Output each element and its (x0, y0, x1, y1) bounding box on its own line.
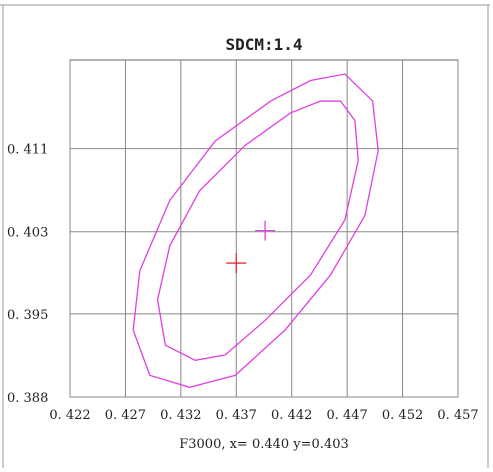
x-tick-label: 0. 432 (160, 408, 201, 423)
y-tick-label: 0. 388 (7, 391, 48, 406)
footer: F3000, x= 0.440 y=0.403 (179, 437, 349, 452)
chart-title: SDCM:1.4 (225, 35, 302, 54)
x-tick-label: 0. 447 (326, 408, 367, 423)
x-tick-label: 0. 452 (382, 408, 423, 423)
contour (156, 100, 359, 361)
plot-area (69, 59, 459, 398)
cross-marker (255, 220, 276, 241)
y-tick-label: 0. 395 (7, 308, 48, 323)
x-tick-label: 0. 437 (216, 408, 257, 423)
contour (132, 73, 379, 388)
cross-marker (226, 253, 247, 274)
x-tick-label: 0. 457 (437, 408, 478, 423)
y-tick-label: 0. 411 (7, 143, 48, 158)
y-tick-label: 0. 403 (7, 226, 48, 241)
x-tick-label: 0. 422 (49, 408, 90, 423)
x-tick-label: 0. 427 (105, 408, 146, 423)
x-tick-label: 0. 442 (271, 408, 312, 423)
